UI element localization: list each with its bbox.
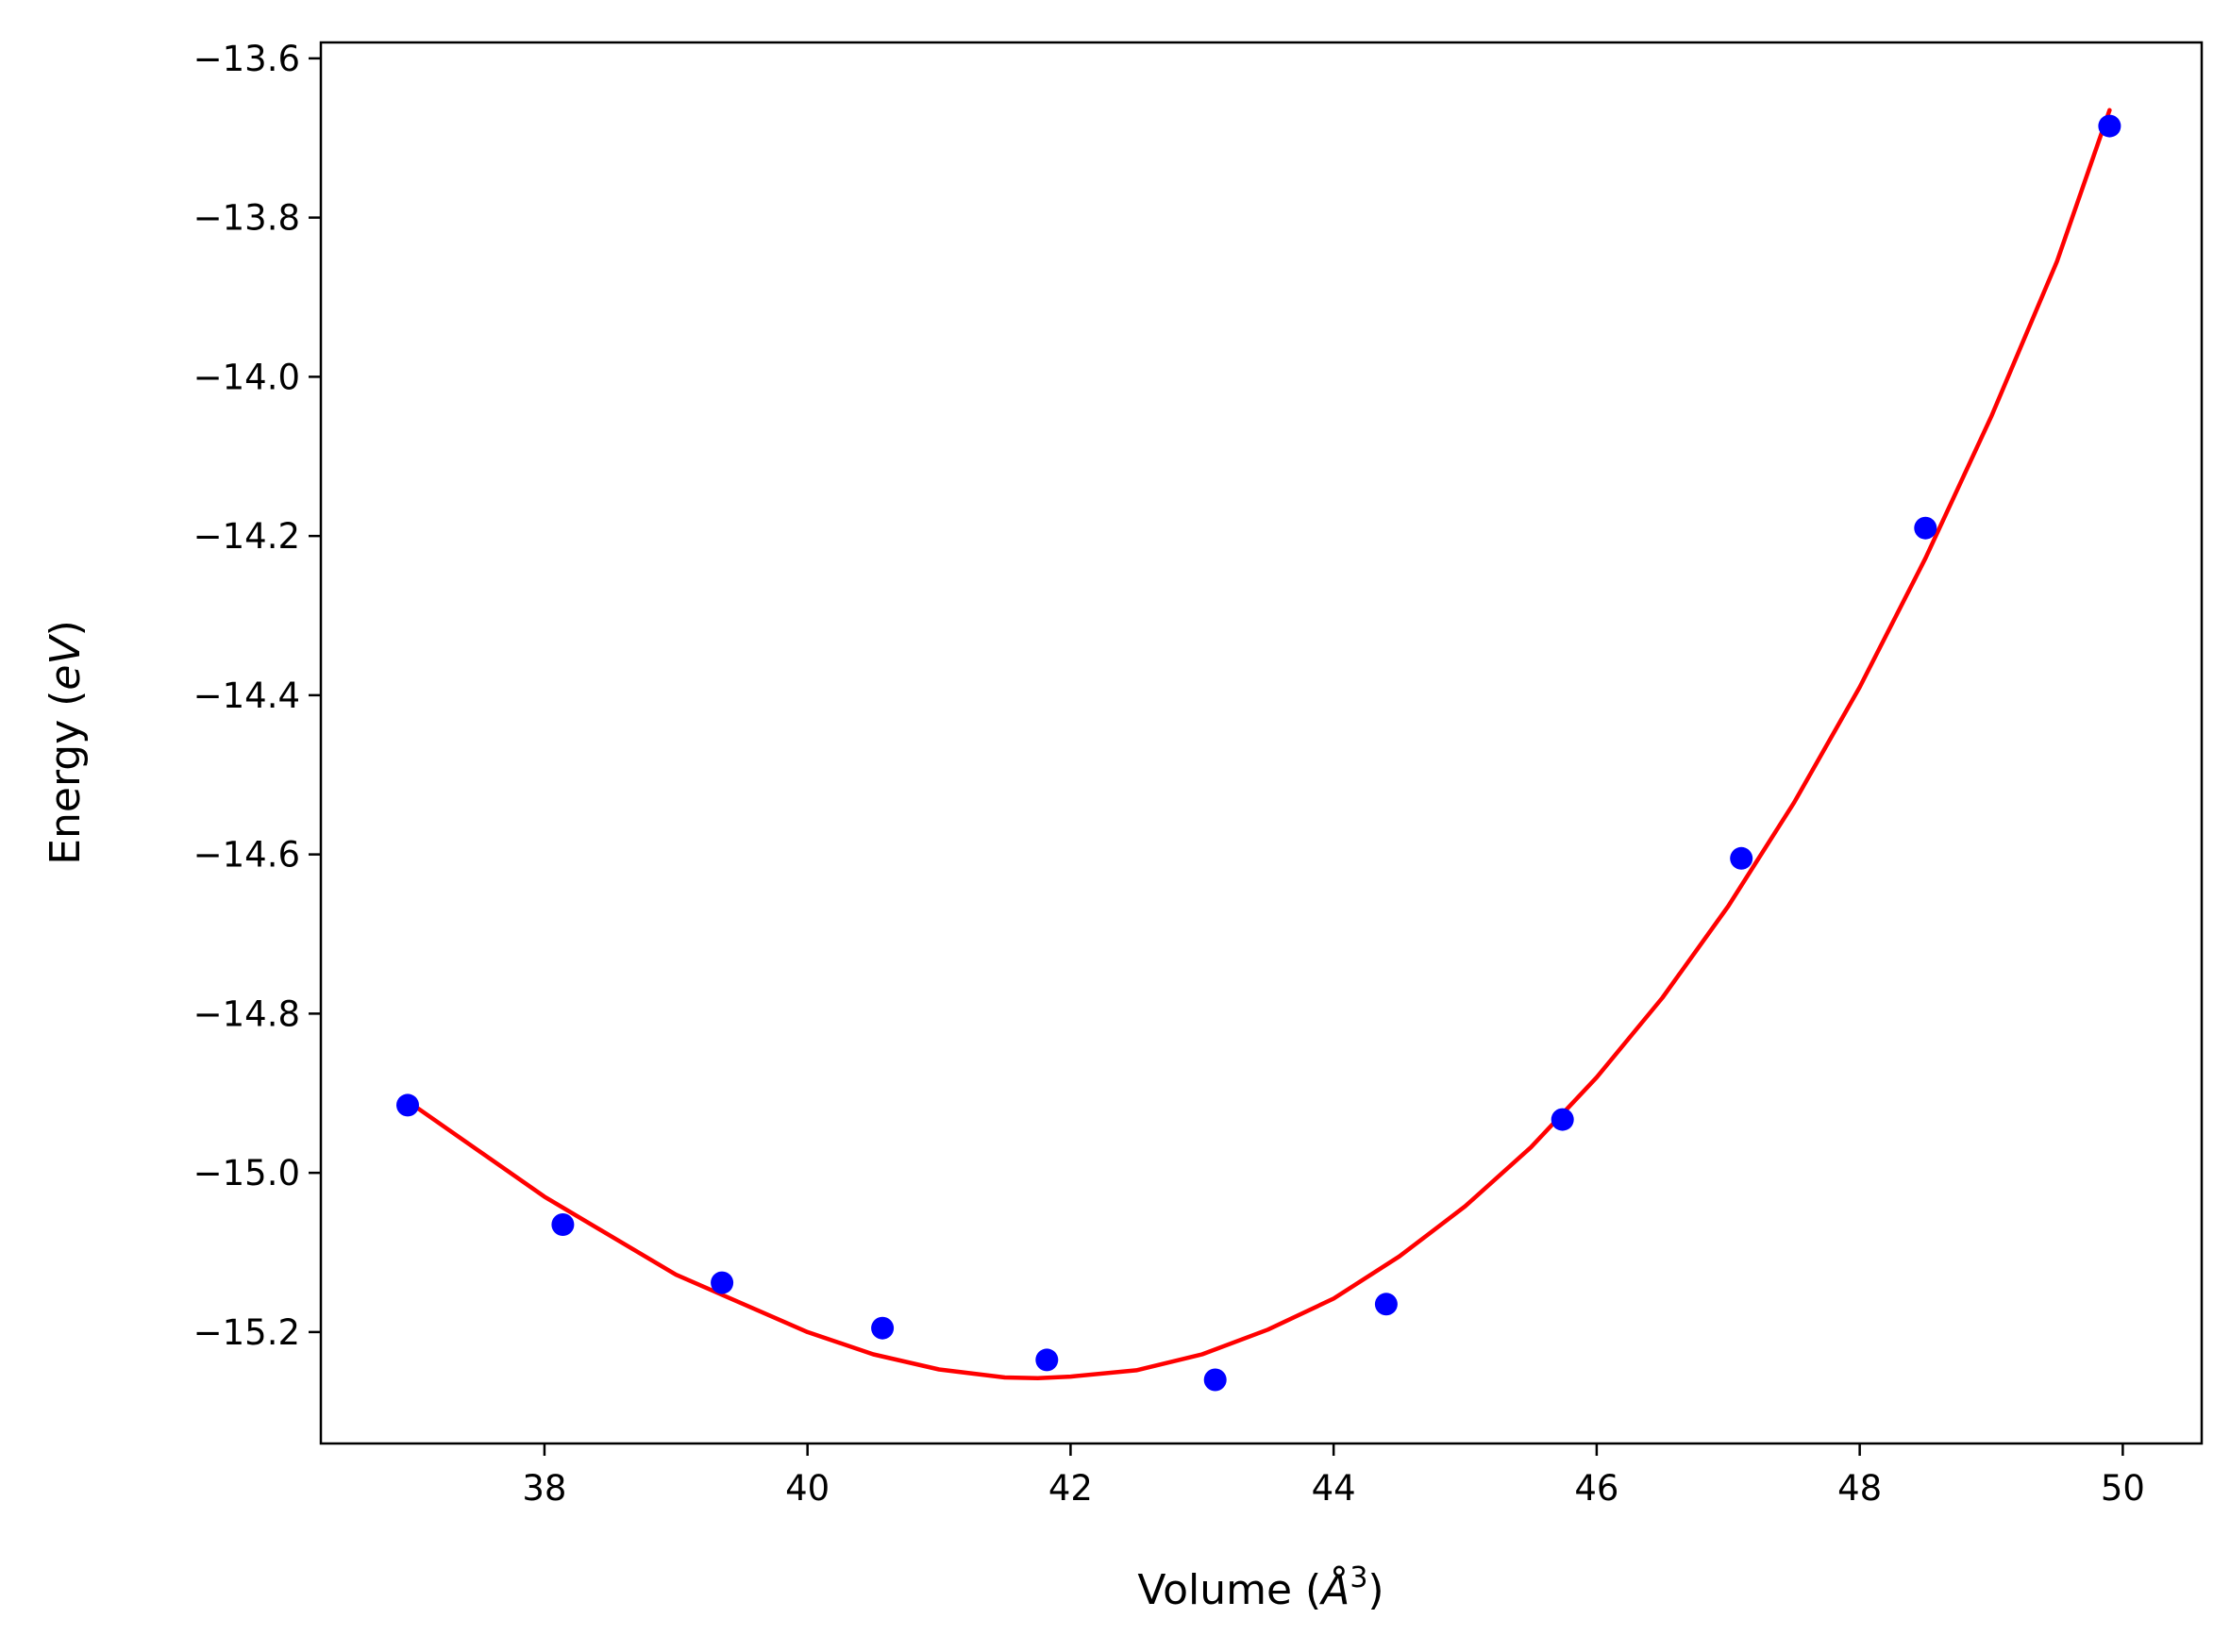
data-point-3 [711, 1271, 734, 1294]
x-axis-ticks: 38 40 42 44 46 48 50 [522, 1443, 2145, 1509]
data-point-2 [551, 1213, 575, 1236]
y-tick-label-4: −14.2 [193, 516, 300, 557]
x-tick-label-44: 44 [1312, 1468, 1356, 1509]
fit-curve-line [405, 108, 2112, 1381]
data-point-10 [1914, 516, 1937, 540]
y-tick-label-7: −14.8 [193, 993, 300, 1034]
y-axis-ticks: −13.6 −13.8 −14.0 −14.2 −14.4 −14.6 −14.8 −15.0… [193, 39, 321, 1353]
y-tick-label-2: −13.8 [193, 198, 300, 239]
plot-area [321, 42, 2202, 1443]
data-point-11 [2098, 114, 2121, 138]
data-point-7 [1374, 1293, 1398, 1316]
data-point-4 [871, 1316, 895, 1340]
x-tick-label-48: 48 [1837, 1468, 1882, 1509]
data-point-5 [1035, 1348, 1059, 1372]
data-point-1 [396, 1093, 419, 1117]
fit-curve-layer [405, 108, 2112, 1381]
x-tick-label-50: 50 [2101, 1468, 2145, 1509]
scatter-points-layer [396, 114, 2121, 1392]
x-axis-label: Volume (Å3) [1137, 1561, 1383, 1614]
plot-frame [319, 41, 2204, 1445]
y-tick-label-1: −13.6 [193, 39, 300, 79]
data-point-6 [1203, 1368, 1227, 1392]
x-tick-label-42: 42 [1048, 1468, 1093, 1509]
x-tick-label-46: 46 [1574, 1468, 1618, 1509]
y-tick-label-5: −14.4 [193, 676, 300, 716]
y-tick-label-6: −14.6 [193, 835, 300, 876]
y-tick-label-3: −14.0 [193, 357, 300, 397]
y-axis-label: Energy (eV) [42, 620, 90, 865]
y-tick-label-8: −15.0 [193, 1153, 300, 1193]
x-tick-label-38: 38 [522, 1468, 566, 1509]
data-point-8 [1551, 1108, 1574, 1131]
x-tick-label-40: 40 [785, 1468, 830, 1509]
y-tick-label-9: −15.2 [193, 1312, 300, 1353]
data-point-9 [1730, 846, 1753, 870]
